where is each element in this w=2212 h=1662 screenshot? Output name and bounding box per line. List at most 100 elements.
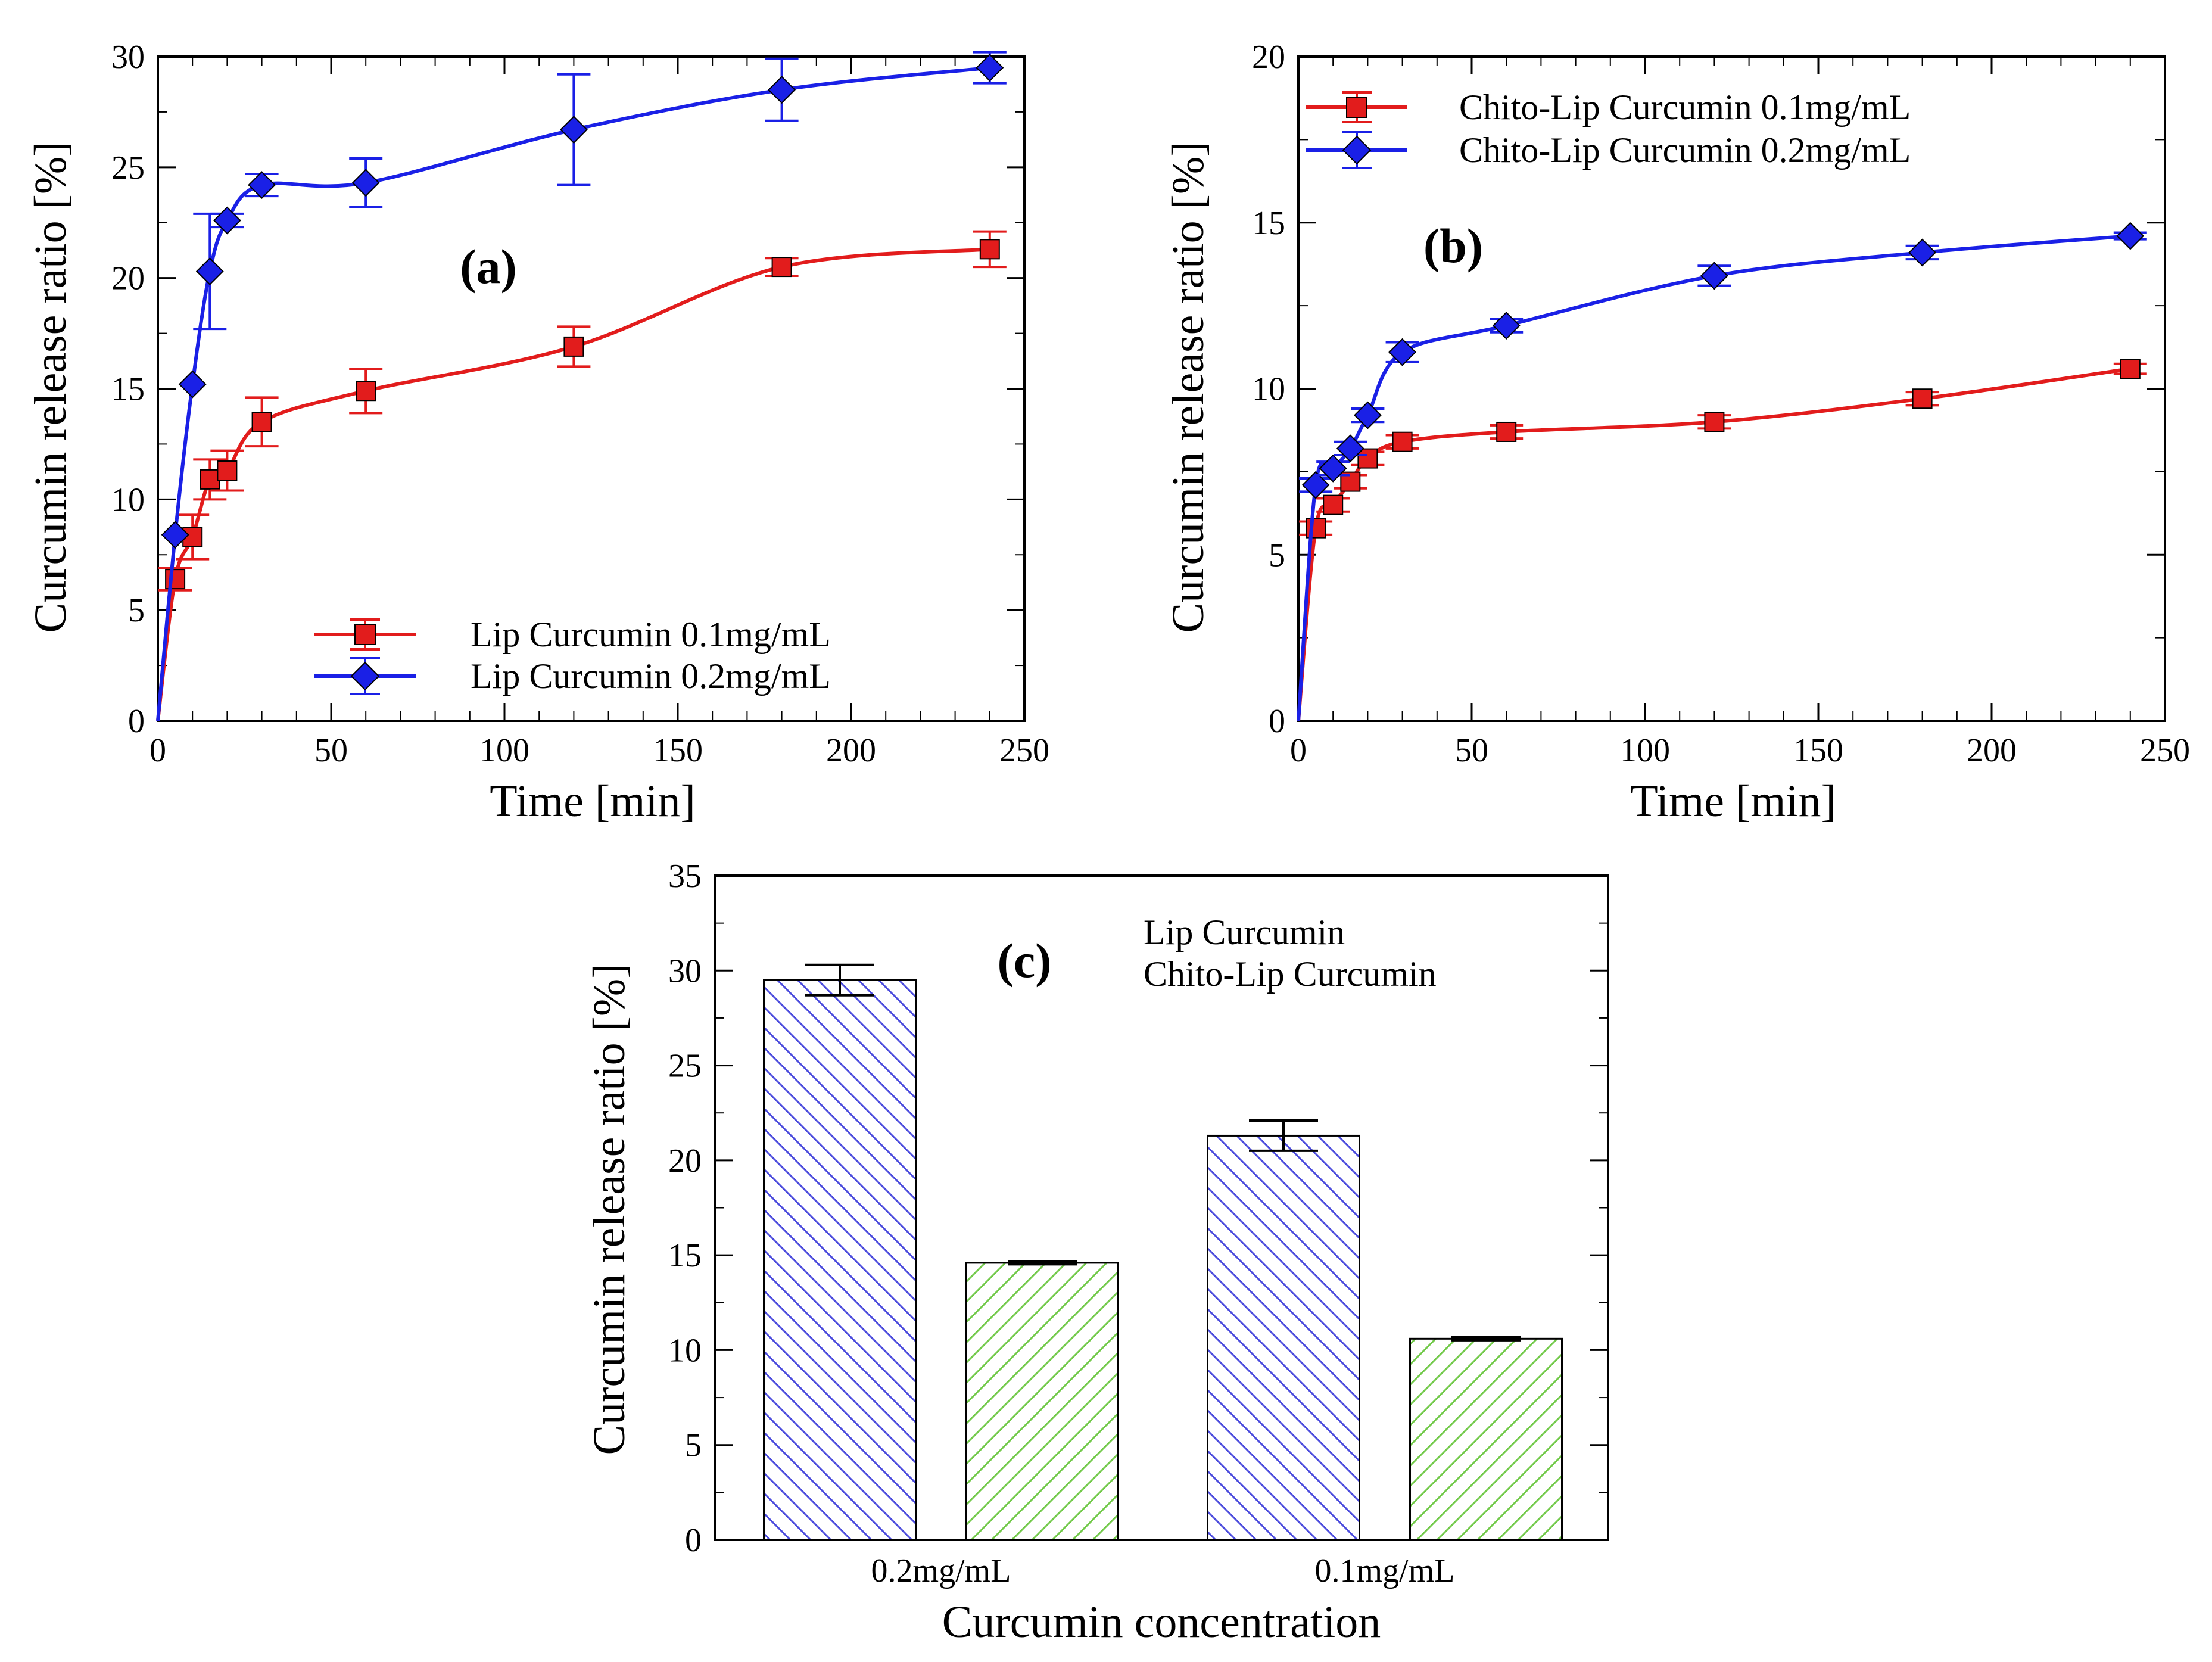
- panel-b-series-2-point: [2116, 222, 2145, 250]
- panel-a-y-tick-label: 0: [128, 703, 145, 740]
- panel-b-series-1-point: [1704, 412, 1725, 432]
- panel-c-legend-label-lip: Lip Curcumin: [1144, 913, 1345, 952]
- panel-c-y-tick-label: 5: [685, 1427, 702, 1464]
- panel-a-marks: 0 5 10 15 20 25 30 0 50 100 150 200 250: [111, 39, 1049, 769]
- panel-a-series-1-point: [251, 412, 272, 432]
- panel-b-series-2-point: [1301, 471, 1330, 499]
- panel-c-x-axis-label: Curcumin concentration: [942, 1597, 1381, 1647]
- panel-a-x-axis-label: Time [min]: [490, 776, 696, 826]
- panel-b-y-tick-label: 5: [1269, 537, 1285, 574]
- panel-a-y-tick-label: 25: [111, 150, 145, 186]
- panel-c-bar-lip-2: [1207, 1134, 1360, 1541]
- panel-a-x-tick-label: 250: [999, 732, 1049, 769]
- panel-b-x-tick-label: 250: [2140, 732, 2190, 769]
- panel-a-series-1-point: [563, 336, 584, 357]
- panel-c-y-tick-label: 10: [668, 1332, 702, 1369]
- panel-b-x-tick-label: 100: [1620, 732, 1670, 769]
- panel-c-y-axis-label: Curcumin release ratio [%]: [584, 963, 634, 1455]
- panel-a-label: (a): [460, 239, 517, 294]
- panel-b-x-tick-label: 0: [1290, 732, 1307, 769]
- panel-b-series-2-point: [1908, 238, 1937, 267]
- panel-c-bar-chito-lip-2: [1409, 1337, 1563, 1541]
- panel-b-legend-entry-chito-high: Chito-Lip Curcumin 0.2mg/mL: [1306, 130, 1911, 170]
- panel-b-series-1-point: [1392, 431, 1413, 452]
- panel-c-marks: 0 5 10 15 20 25 30 35 0.2mg/mL 0.1mg/mL: [668, 858, 1609, 1589]
- panel-a-series-2-point: [213, 206, 241, 235]
- panel-b-series-2-point: [1353, 401, 1382, 429]
- panel-a-series-2-point: [976, 54, 1004, 82]
- panel-b-series-2-point: [1388, 338, 1417, 366]
- panel-c-label: (c): [997, 933, 1051, 988]
- panel-a-x-tick-label: 50: [314, 732, 348, 769]
- panel-a-series-2-point: [559, 116, 588, 144]
- panel-a-series-1-point: [979, 239, 1000, 260]
- panel-a-legend-entry-lip-high: Lip Curcumin 0.2mg/mL: [314, 656, 831, 696]
- panel-b-legend-label-chito-low: Chito-Lip Curcumin 0.1mg/mL: [1459, 88, 1911, 127]
- panel-b-x-tick-label: 150: [1793, 732, 1843, 769]
- panel-a-x-tick-label: 150: [653, 732, 703, 769]
- panel-b-y-tick-label: 10: [1252, 371, 1285, 408]
- panel-c-bar-chart: 0 5 10 15 20 25 30 35 0.2mg/mL 0.1mg/mL (c) Curcu…: [584, 858, 1609, 1647]
- panel-a-y-tick-label: 30: [111, 39, 145, 76]
- panel-a-series-1-line: [156, 247, 990, 721]
- panel-b-series-2-point: [1700, 262, 1728, 290]
- panel-c-legend-label-chito-lip: Chito-Lip Curcumin: [1144, 954, 1437, 994]
- panel-a-series-2-point: [248, 171, 276, 199]
- panel-b-y-tick-label: 0: [1269, 703, 1285, 740]
- panel-b-legend-label-chito-high: Chito-Lip Curcumin 0.2mg/mL: [1459, 130, 1911, 170]
- panel-b-x-tick-label: 200: [1967, 732, 2017, 769]
- panel-a-series-1-point: [217, 460, 238, 481]
- panel-a-y-tick-label: 10: [111, 481, 145, 518]
- panel-c-category-label: 0.2mg/mL: [871, 1552, 1011, 1589]
- panel-a-series-2-point: [178, 370, 207, 399]
- panel-b-series-1-line: [1297, 367, 2131, 721]
- panel-b-y-tick-label: 20: [1252, 39, 1285, 76]
- panel-b-x-tick-label: 50: [1455, 732, 1488, 769]
- panel-a-x-tick-label: 100: [479, 732, 529, 769]
- panel-a-legend-label-lip-low: Lip Curcumin 0.1mg/mL: [471, 615, 831, 654]
- panel-c-y-tick-label: 0: [685, 1522, 702, 1559]
- panel-c-y-tick-label: 30: [668, 953, 702, 989]
- panel-b-series-2-point: [1319, 454, 1347, 483]
- panel-c-y-tick-label: 20: [668, 1143, 702, 1179]
- panel-c-bar-lip-1: [763, 979, 917, 1541]
- panel-b-label: (b): [1423, 219, 1483, 273]
- panel-b-series-1-point: [1323, 494, 1344, 515]
- panel-a-y-tick-label: 15: [111, 371, 145, 408]
- panel-c-legend: Lip Curcumin Chito-Lip Curcumin: [1144, 913, 1437, 994]
- panel-b-series-1-point: [1496, 421, 1517, 442]
- panel-b-y-axis-label: Curcumin release ratio [%]: [1163, 141, 1213, 633]
- panel-b-series-1-point: [1306, 518, 1326, 539]
- panel-c-category-label: 0.1mg/mL: [1315, 1552, 1455, 1589]
- panel-a-series-1-point: [200, 469, 220, 490]
- panel-a-series-2: [156, 51, 1007, 721]
- panel-b-y-tick-label: 15: [1252, 205, 1285, 242]
- panel-a-y-tick-label: 5: [128, 592, 145, 629]
- panel-a-y-tick-label: 20: [111, 260, 145, 297]
- panel-c-bar-chito-lip-1: [965, 1262, 1119, 1541]
- panel-a-series-2-point: [768, 76, 796, 104]
- panel-a-x-tick-label: 0: [149, 732, 166, 769]
- panel-b-series-1: [1297, 359, 2147, 721]
- panel-a-series-2-point: [351, 169, 380, 197]
- panel-a-legend: Lip Curcumin 0.1mg/mL Lip Curcumin 0.2mg…: [314, 615, 831, 696]
- panel-b-series-2: [1297, 222, 2147, 721]
- panel-a-series-2-point: [195, 257, 224, 285]
- panel-b-series-2-point: [1336, 434, 1364, 463]
- panel-b-series-1-point: [1912, 388, 1933, 409]
- panel-c-y-tick-label: 25: [668, 1048, 702, 1085]
- panel-a-y-axis-label: Curcumin release ratio [%]: [26, 141, 76, 633]
- panel-b-series-1-point: [2120, 359, 2141, 379]
- panel-a-series-2-point: [161, 521, 189, 549]
- panel-a-legend-label-lip-high: Lip Curcumin 0.2mg/mL: [471, 656, 831, 696]
- panel-b-series-2-line: [1297, 234, 2131, 721]
- panel-b-legend-entry-chito-low: Chito-Lip Curcumin 0.1mg/mL: [1306, 88, 1911, 127]
- panel-b-x-axis-label: Time [min]: [1630, 776, 1836, 826]
- panel-b-series-2-point: [1492, 312, 1521, 340]
- panel-a-x-tick-label: 200: [826, 732, 876, 769]
- panel-c-y-tick-label: 15: [668, 1237, 702, 1274]
- panel-a-series-1-point: [771, 257, 792, 278]
